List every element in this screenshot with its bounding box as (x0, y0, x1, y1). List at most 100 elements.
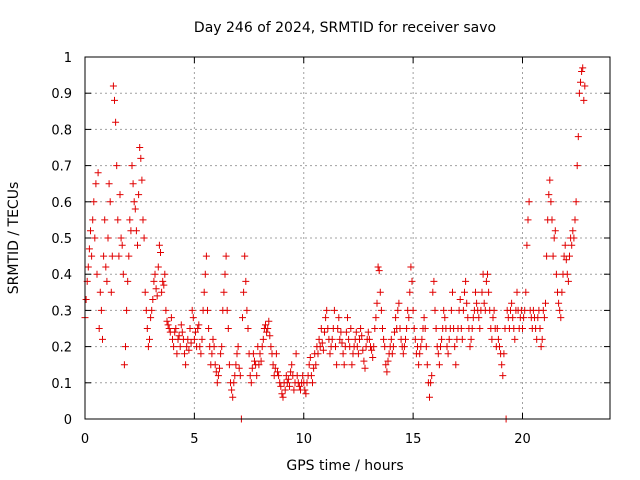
data-point (359, 346, 367, 354)
data-point (281, 386, 289, 394)
data-point (113, 162, 121, 170)
data-point (103, 277, 111, 285)
data-point (556, 306, 564, 314)
data-point (205, 325, 213, 332)
data-point (434, 350, 442, 358)
data-point (369, 354, 377, 361)
data-point (233, 350, 241, 358)
data-point (189, 314, 197, 322)
data-point (105, 180, 113, 188)
data-point (574, 133, 582, 141)
data-point (232, 361, 240, 369)
data-point (557, 314, 565, 322)
data-point (432, 325, 440, 332)
data-point (209, 335, 217, 343)
data-point (552, 270, 560, 278)
data-point (165, 325, 173, 332)
data-point (302, 390, 310, 398)
data-point (210, 343, 218, 351)
data-point (137, 154, 145, 162)
data-point (415, 361, 423, 369)
data-point (467, 335, 475, 343)
data-point (155, 241, 163, 249)
data-point (172, 325, 180, 332)
data-point (265, 317, 273, 325)
data-point (396, 325, 404, 332)
data-point (161, 270, 169, 278)
data-point (290, 386, 298, 394)
data-point (171, 328, 179, 336)
data-point (443, 343, 451, 351)
data-point (575, 89, 583, 97)
data-point (202, 252, 210, 260)
data-point (288, 361, 296, 369)
data-point (357, 325, 365, 332)
data-point (144, 343, 152, 351)
data-point (354, 350, 362, 358)
data-point (356, 335, 363, 343)
data-point (344, 314, 351, 322)
data-point (551, 227, 559, 235)
y-tick-label: 0.7 (51, 160, 72, 175)
data-point (334, 325, 342, 332)
data-point (119, 270, 127, 278)
data-point (85, 245, 93, 253)
axis-ticks (84, 56, 610, 420)
data-point (153, 292, 161, 300)
data-point (102, 263, 110, 271)
data-point (255, 361, 263, 369)
data-point (373, 299, 381, 307)
data-point (488, 335, 496, 343)
data-point (128, 162, 136, 170)
data-point (96, 288, 104, 296)
data-point (395, 299, 403, 307)
data-point (267, 343, 275, 351)
data-point (146, 335, 153, 343)
data-point (422, 343, 430, 351)
x-tick-label: 20 (514, 432, 531, 447)
data-point (272, 350, 280, 358)
data-point (402, 335, 409, 343)
data-point (175, 332, 183, 340)
data-point (449, 288, 456, 296)
data-point (494, 335, 502, 343)
data-point (520, 314, 528, 322)
data-point (490, 306, 498, 314)
data-point (476, 325, 484, 332)
data-point (573, 162, 581, 170)
data-point (365, 335, 373, 343)
data-point (578, 68, 586, 75)
data-point (92, 180, 100, 188)
data-point (162, 306, 170, 314)
data-point (108, 252, 116, 260)
data-point (522, 288, 530, 296)
data-point (549, 252, 557, 260)
data-point (239, 314, 246, 322)
data-point (376, 288, 384, 296)
data-point (82, 296, 90, 303)
data-point (459, 306, 467, 314)
data-point (435, 361, 443, 369)
data-point (577, 78, 584, 86)
data-point (286, 382, 293, 390)
data-point (480, 299, 488, 307)
data-point (383, 368, 391, 376)
data-point (315, 335, 323, 343)
data-point (548, 216, 556, 224)
data-point (405, 314, 413, 322)
data-point (368, 346, 376, 354)
data-point (537, 343, 545, 351)
data-point (139, 216, 147, 224)
data-point (141, 288, 149, 296)
data-point (149, 296, 157, 303)
data-point (421, 325, 429, 332)
data-point (305, 361, 313, 369)
data-point (426, 393, 433, 401)
data-point (388, 350, 396, 358)
data-point (138, 176, 146, 184)
data-point (249, 350, 257, 358)
data-point (332, 343, 339, 351)
data-point (409, 306, 417, 314)
data-point (447, 306, 455, 314)
